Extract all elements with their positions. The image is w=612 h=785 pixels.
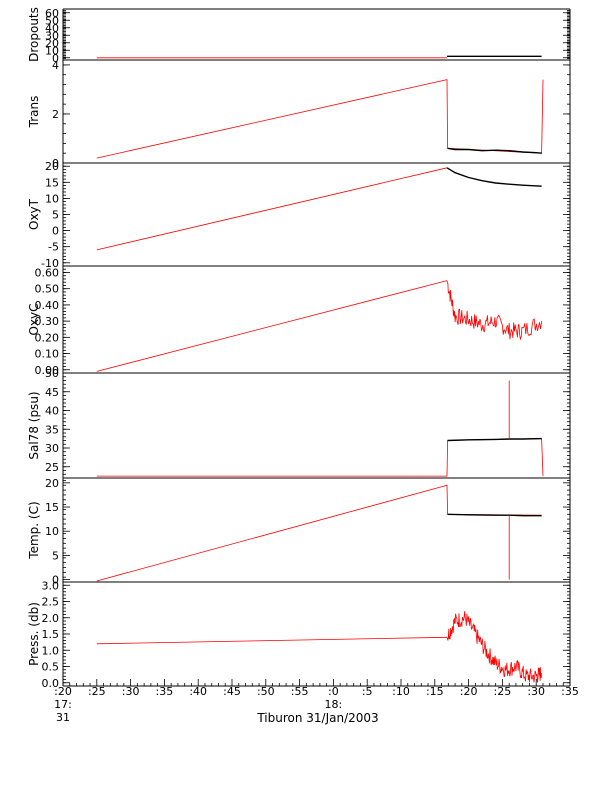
y-axis-label: Sal78 (psu) (27, 391, 41, 459)
y-axis-label: Temp. (C) (27, 501, 41, 559)
x-tick-label: :15 (426, 685, 444, 698)
y-tick-label: 60 (45, 7, 59, 20)
y-tick-label: 35 (45, 423, 59, 436)
y-tick-label: 0.30 (35, 315, 60, 328)
series-line-linear (96, 79, 544, 159)
x-tick-label: :25 (494, 685, 512, 698)
panel-5: 50 45 40 35 30 25 Sal78 (psu) (27, 367, 571, 479)
y-tick-label: 0.20 (35, 331, 60, 344)
y-tick-label: -5 (48, 241, 59, 254)
series-line-linear (96, 167, 448, 251)
x-tick-label: :40 (189, 685, 207, 698)
y-tick-label: 0.60 (35, 266, 60, 279)
y-tick-label: 1.5 (42, 628, 60, 641)
x-tick-label: :30 (122, 685, 140, 698)
series-line-linear (96, 280, 448, 372)
y-tick-label: 1.0 (42, 644, 60, 657)
y-tick-label: 0.50 (35, 283, 60, 296)
y-tick-label: 0.0 (42, 677, 60, 690)
x-hour-label: 17: (54, 698, 72, 711)
y-tick-label: 2 (52, 108, 59, 121)
y-tick-label: 20 (45, 477, 59, 490)
x-axis-title: Tiburon 31/Jan/2003 (256, 711, 378, 725)
y-tick-label: 0 (52, 574, 59, 587)
x-tick-label: :45 (223, 685, 241, 698)
y-tick-label: 40 (45, 22, 59, 35)
panel-4: 0.60 0.50 0.40 0.30 0.20 0.10 0.00 OxyC (27, 265, 571, 377)
x-tick-label: :30 (527, 685, 545, 698)
panel-3: 20 15 10 5 0 -5 -10 OxyT (27, 160, 571, 270)
series-line-noise (446, 611, 542, 683)
y-axis-label: Dropouts (27, 7, 41, 62)
x-hour-label: 18: (325, 698, 343, 711)
y-tick-label: 0.00 (35, 364, 60, 377)
y-tick-label: 2.5 (42, 596, 60, 609)
series-line-data (447, 513, 542, 517)
series-line-noise (446, 280, 542, 341)
y-tick-label: 50 (45, 367, 59, 380)
y-tick-label: 0 (52, 52, 59, 65)
y-tick-label: 0 (52, 157, 59, 170)
x-tick-label: :25 (88, 685, 106, 698)
y-tick-label: 30 (45, 442, 59, 455)
y-tick-label: 2.0 (42, 612, 60, 625)
series-line-data (446, 167, 542, 187)
y-tick-label: 45 (45, 386, 59, 399)
y-tick-label: 40 (45, 405, 59, 418)
y-axis-label: Trans (27, 96, 41, 129)
series-line-linear (96, 484, 542, 582)
x-tick-label: :55 (291, 685, 309, 698)
y-tick-label: 0.10 (35, 348, 60, 361)
series-line-linear (96, 438, 544, 477)
x-day-label: 31 (56, 711, 70, 724)
x-tick-label: :35 (561, 685, 579, 698)
y-tick-label: 20 (45, 37, 59, 50)
panels-group: 6050403020100Dropouts420Trans20151050-5-… (27, 7, 571, 690)
series-line-data (447, 147, 542, 154)
x-tick-label: :10 (392, 685, 410, 698)
x-tick-label: :20 (54, 685, 72, 698)
y-axis-label: Press. (db) (27, 602, 41, 666)
y-tick-label: 3.0 (42, 579, 60, 592)
series-line-data (447, 437, 542, 442)
y-axis-label: OxyT (27, 198, 41, 230)
y-tick-label: 10 (45, 44, 59, 57)
y-tick-label: 25 (45, 461, 59, 474)
x-tick-label: :35 (156, 685, 174, 698)
y-tick-label: 15 (45, 176, 59, 189)
y-tick-label: 30 (45, 29, 59, 42)
y-tick-label: 0 (52, 225, 59, 238)
y-tick-label: 20 (45, 160, 59, 173)
x-tick-label: :20 (460, 685, 478, 698)
series-line-linear (96, 636, 448, 645)
x-axis: :20 :25 :30 :35 :40 :45 :50 :55 :0 :5 :10 :15 :20 :25… (54, 679, 579, 724)
x-tick-label: :0 (328, 685, 339, 698)
x-tick-label: :5 (362, 685, 373, 698)
y-tick-label: 4 (52, 59, 59, 72)
y-tick-label: 5 (52, 549, 59, 562)
y-tick-label: 10 (45, 525, 59, 538)
y-tick-label: 5 (52, 209, 59, 222)
y-axis-label: OxyC (27, 303, 41, 335)
y-tick-label: 0.40 (35, 299, 60, 312)
y-tick-label: 15 (45, 501, 59, 514)
x-tick-label: :50 (257, 685, 275, 698)
y-tick-label: 50 (45, 14, 59, 27)
y-tick-label: -10 (41, 257, 59, 270)
y-tick-label: 0.5 (42, 661, 60, 674)
panel-6: 20 15 10 5 0 Temp. (C) (27, 477, 571, 587)
y-tick-label: 10 (45, 192, 59, 205)
